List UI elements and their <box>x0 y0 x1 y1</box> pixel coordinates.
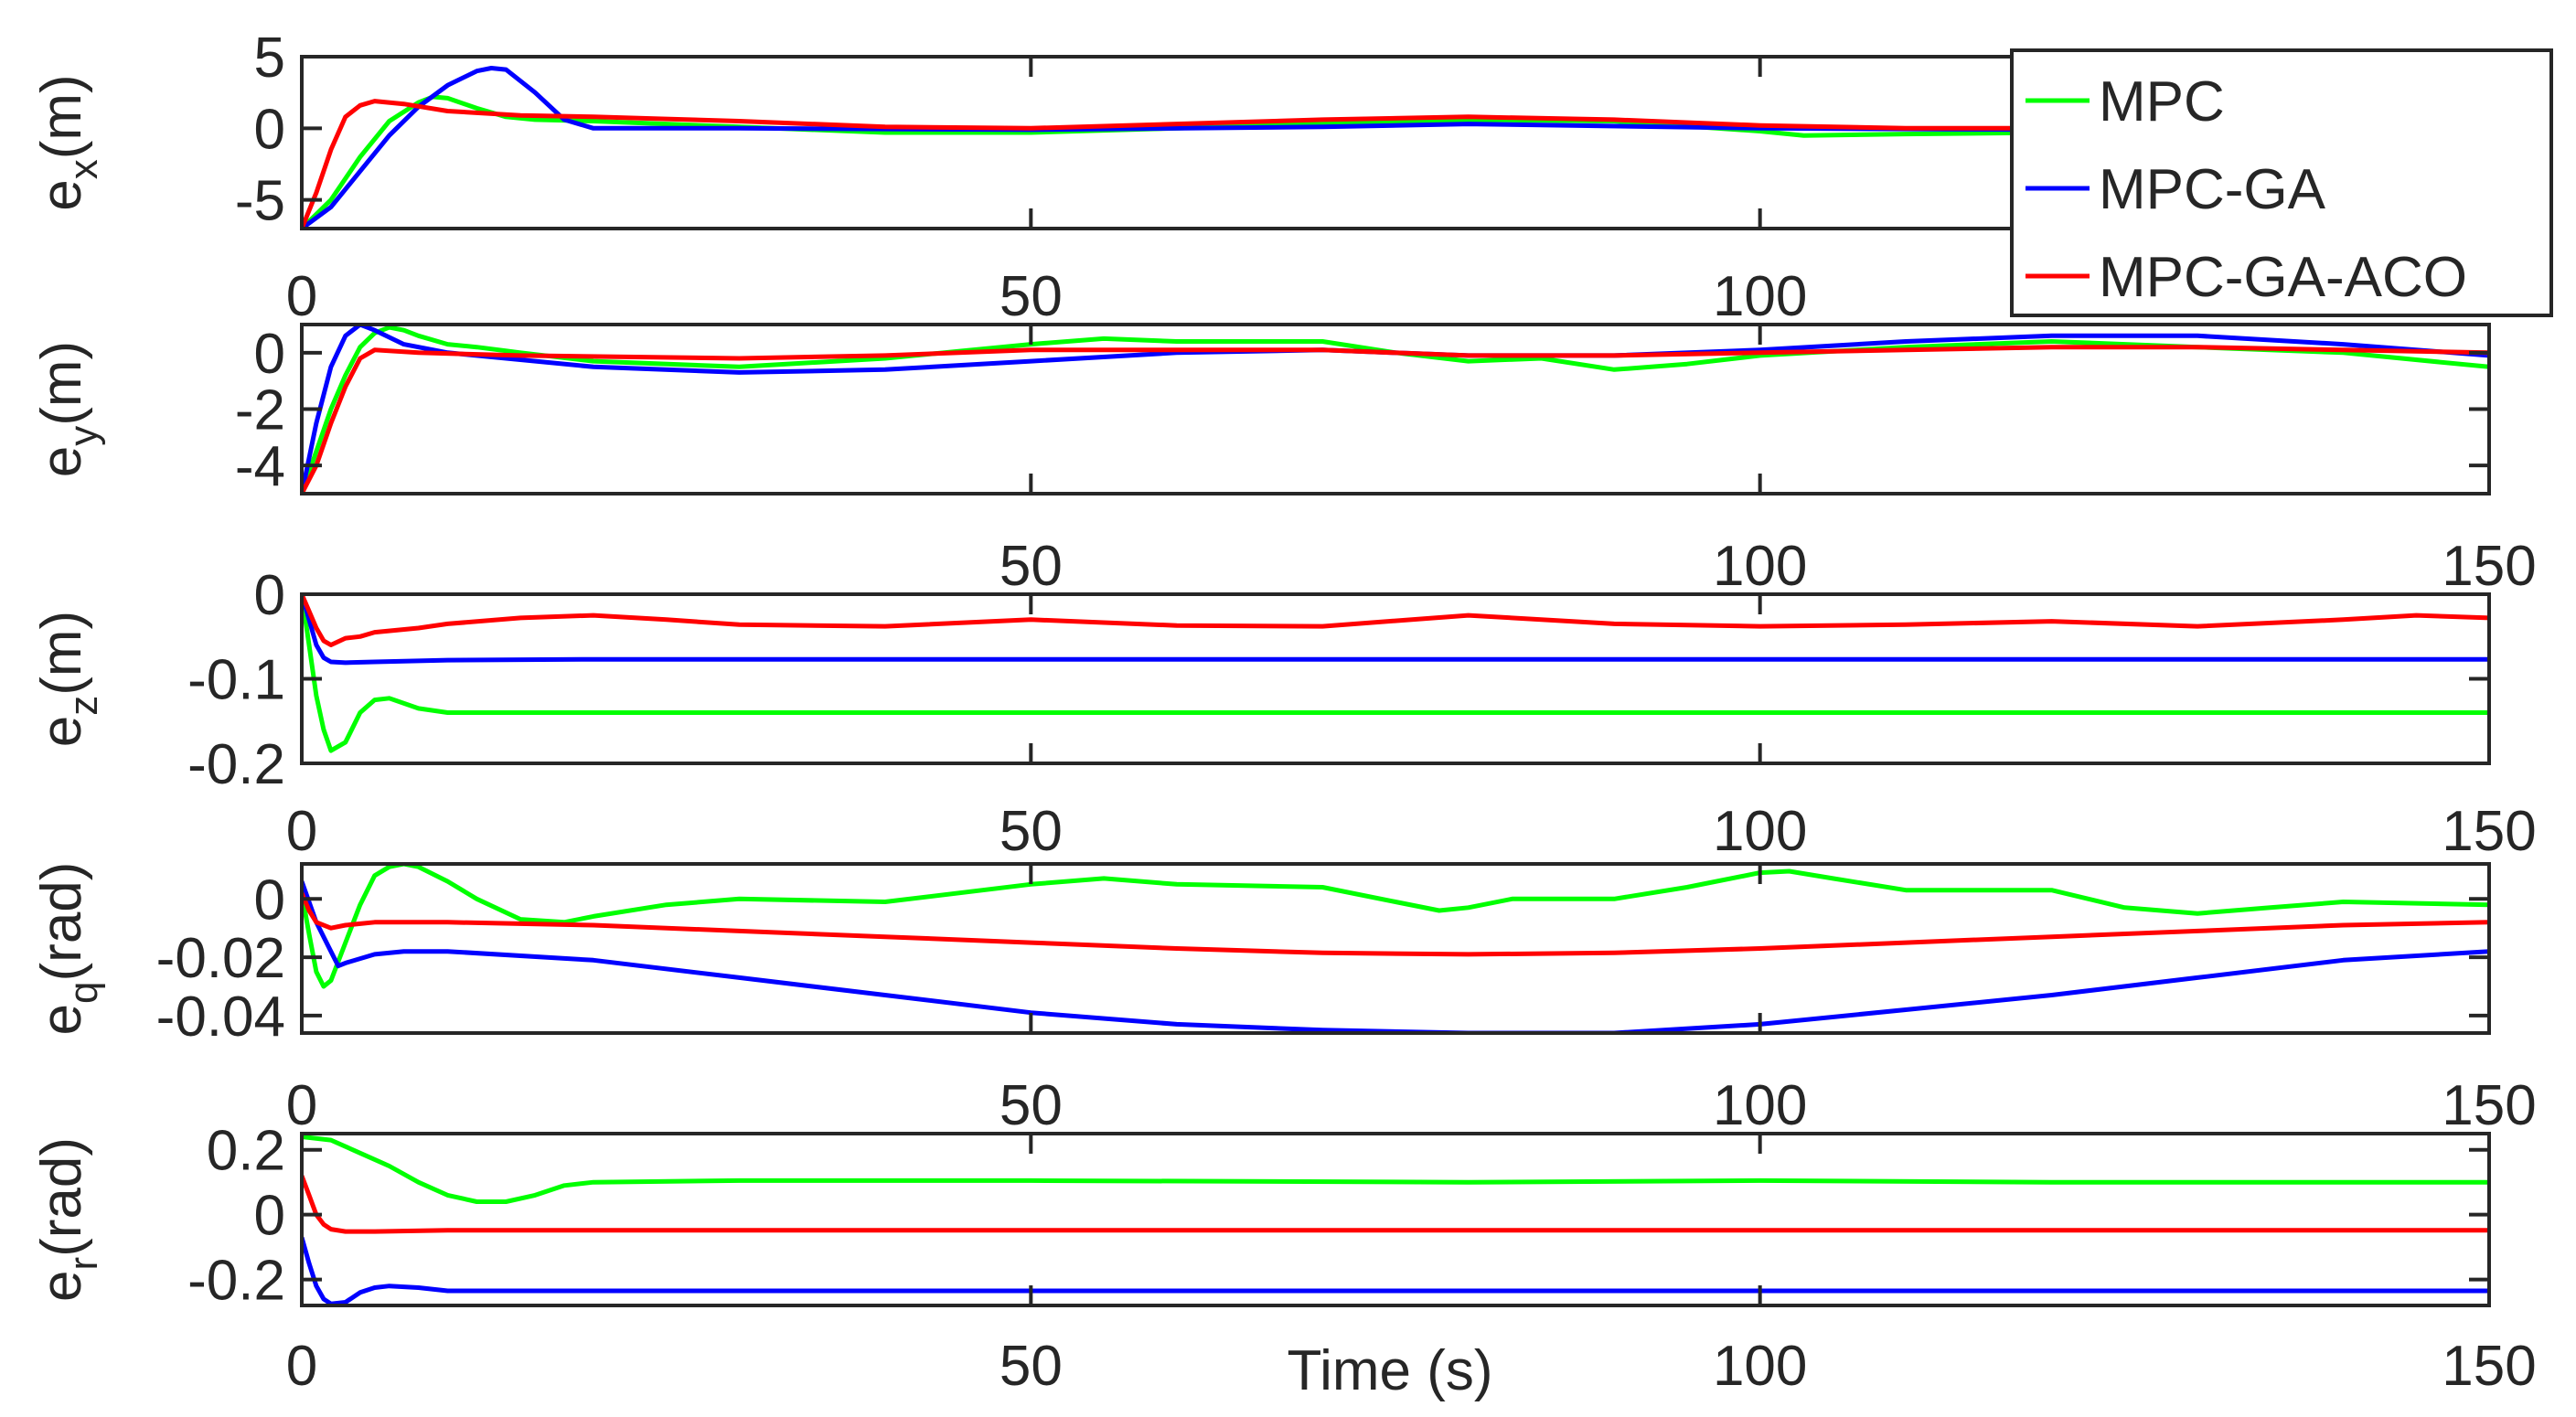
y-axis-label: er(rad) <box>30 1137 106 1302</box>
series-line-mpc-ga <box>302 66 2052 229</box>
legend-box <box>2010 48 2553 317</box>
y-tick-label: -0.02 <box>156 927 285 990</box>
y-axis-label: ex(m) <box>30 74 106 210</box>
x-tick-label: 100 <box>1713 1074 1807 1137</box>
x-tick-label: 50 <box>999 265 1063 328</box>
x-tick-label: 0 <box>286 265 317 328</box>
x-tick-label: 0 <box>286 1074 317 1137</box>
y-label-subscript: x <box>61 159 106 179</box>
series-line-mpc-ga <box>302 325 2489 494</box>
series-group <box>302 864 2489 1033</box>
series-line-mpc <box>302 594 2489 753</box>
series-line-mpc-ga-aco <box>302 345 2489 494</box>
y-tick-label: 0 <box>254 1185 285 1248</box>
series-line-mpc-ga <box>302 1236 2489 1305</box>
legend-label-mpc: MPC <box>2099 70 2225 133</box>
y-tick-label: -5 <box>235 170 285 233</box>
y-label-subscript: y <box>61 426 106 446</box>
x-tick-label: 150 <box>2442 1335 2536 1398</box>
y-tick-label: -2 <box>235 379 285 442</box>
series-line-mpc <box>302 1135 2489 1204</box>
y-tick-label: -0.2 <box>187 733 285 796</box>
series-group <box>302 594 2489 753</box>
y-label-subscript: r <box>61 1257 106 1271</box>
series-group <box>302 66 2052 229</box>
y-tick-label: 0 <box>254 868 285 932</box>
y-axis-label: ez(m) <box>30 611 106 747</box>
y-axis-label: ey(m) <box>30 341 106 477</box>
legend-label-mpc-ga-aco: MPC-GA-ACO <box>2099 246 2467 309</box>
x-axis-label: Time (s) <box>1288 1339 1493 1402</box>
y-tick-label: 0.2 <box>207 1120 285 1183</box>
y-tick-label: 5 <box>254 27 285 90</box>
axes-box <box>300 1132 2491 1307</box>
series-line-mpc-ga <box>302 594 2489 666</box>
series-line-mpc-ga-aco <box>302 594 2489 647</box>
x-tick-label: 150 <box>2442 800 2536 863</box>
series-line-mpc-ga-aco <box>302 891 2489 957</box>
x-tick-label: 50 <box>999 1074 1063 1137</box>
y-label-main: e <box>30 1271 93 1302</box>
y-label-unit: (m) <box>30 74 93 159</box>
y-label-main: e <box>30 179 93 210</box>
series-line-mpc-ga <box>302 880 2489 1033</box>
series-line-mpc <box>302 864 2489 989</box>
subplot-ey: 50 100 150 0-2-4 ey(m) <box>30 323 2537 598</box>
y-label-unit: (m) <box>30 341 93 426</box>
y-label-unit: (rad) <box>30 1137 93 1257</box>
x-tick-label: 150 <box>2442 1074 2536 1137</box>
series-line-mpc-ga-aco <box>302 1175 2489 1234</box>
x-tick-label: 0 <box>286 1335 317 1398</box>
y-label-main: e <box>30 446 93 477</box>
y-label-unit: (rad) <box>30 862 93 982</box>
y-tick-label: 0 <box>254 564 285 627</box>
axes-box <box>300 862 2491 1035</box>
y-tick-label: -0.04 <box>156 986 285 1049</box>
y-tick-label: 0 <box>254 98 285 161</box>
y-label-unit: (m) <box>30 611 93 696</box>
y-axis-label: eq(rad) <box>30 862 106 1036</box>
y-label-subscript: q <box>61 981 106 1003</box>
y-tick-label: -4 <box>235 435 285 498</box>
y-tick-label: -0.2 <box>187 1250 285 1313</box>
x-tick-label: 100 <box>1713 265 1807 328</box>
y-label-main: e <box>30 1004 93 1035</box>
x-tick-label: 100 <box>1713 1335 1807 1398</box>
x-tick-label: 0 <box>286 800 317 863</box>
x-tick-label: 100 <box>1713 800 1807 863</box>
subplot-ez: 0 50 100 150 0 -0.1 -0.2 ez(m) <box>30 564 2537 863</box>
legend-label-mpc-ga: MPC-GA <box>2099 158 2326 221</box>
series-group <box>302 1135 2489 1305</box>
x-tick-label: 100 <box>1713 535 1807 598</box>
series-group <box>302 325 2489 494</box>
y-tick-label: 0 <box>254 323 285 386</box>
legend: MPC MPC-GA MPC-GA-ACO <box>2010 48 2553 317</box>
series-line-mpc-ga-aco <box>302 99 2052 229</box>
x-tick-label: 50 <box>999 800 1063 863</box>
y-tick-label: -0.1 <box>187 649 285 712</box>
x-tick-label: 50 <box>999 535 1063 598</box>
x-tick-label: 50 <box>999 1335 1063 1398</box>
y-label-main: e <box>30 716 93 747</box>
x-tick-label: 150 <box>2442 535 2536 598</box>
y-label-subscript: z <box>61 696 106 716</box>
